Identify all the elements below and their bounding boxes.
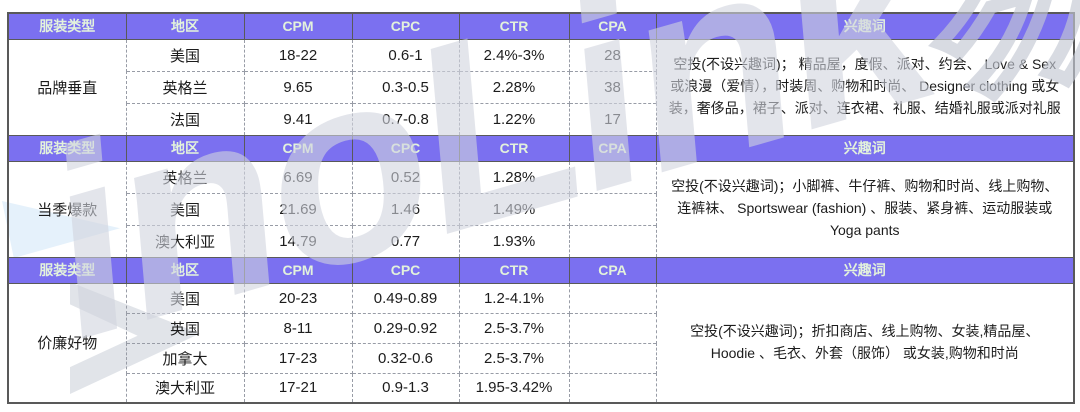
cell-interest-words: 空投(不设兴趣词)；折扣商店、线上购物、女装,精品屋、 Hoodie 、毛衣、外… bbox=[655, 282, 1075, 404]
cell-ctr: 1.93% bbox=[458, 224, 570, 258]
table-row: 当季爆款 英格兰 6.69 0.52 1.28% 空投(不设兴趣词)；小脚裤、牛… bbox=[7, 160, 1075, 258]
cell-cpa bbox=[568, 342, 657, 374]
cell-ctr: 2.5-3.7% bbox=[458, 342, 570, 374]
cell-region: 法国 bbox=[125, 102, 245, 136]
col-header-ctr: CTR bbox=[458, 256, 570, 284]
table-row: 英国 8-11 0.29-0.92 2.5-3.7% bbox=[8, 312, 1074, 344]
cell-clothing-type: 当季爆款 bbox=[7, 160, 127, 258]
cell-cpc: 0.9-1.3 bbox=[351, 372, 460, 404]
cell-cpm: 9.65 bbox=[243, 70, 353, 104]
cell-region: 英国 bbox=[125, 312, 245, 344]
group3-header-row: 服装类型 地区 CPM CPC CTR CPA 兴趣词 bbox=[7, 256, 1075, 284]
cell-cpm: 20-23 bbox=[243, 282, 353, 314]
cell-cpm: 17-21 bbox=[243, 372, 353, 404]
col-header-cpa: CPA bbox=[568, 134, 657, 162]
col-header-region: 地区 bbox=[125, 256, 245, 284]
cell-cpc: 0.7-0.8 bbox=[351, 102, 460, 136]
cell-cpc: 0.77 bbox=[351, 224, 460, 258]
cell-clothing-type: 价廉好物 bbox=[7, 282, 127, 404]
cell-cpc: 1.46 bbox=[351, 192, 460, 226]
cell-cpa bbox=[568, 372, 657, 404]
cell-cpm: 21.69 bbox=[243, 192, 353, 226]
cell-interest-words: 空投(不设兴趣词)；小脚裤、牛仔裤、购物和时尚、线上购物、连裤袜、 Sports… bbox=[655, 160, 1075, 258]
group2-header-row: 服装类型 地区 CPM CPC CTR CPA 兴趣词 bbox=[7, 134, 1075, 162]
cell-ctr: 2.5-3.7% bbox=[458, 312, 570, 344]
col-header-ctr: CTR bbox=[458, 134, 570, 162]
cell-ctr: 1.2-4.1% bbox=[458, 282, 570, 314]
cell-cpc: 0.49-0.89 bbox=[351, 282, 460, 314]
col-header-interest-words: 兴趣词 bbox=[655, 12, 1075, 40]
table-row: 品牌垂直 美国 18-22 0.6-1 2.4%-3% 28 空投(不设兴趣词)… bbox=[7, 38, 1075, 136]
cell-cpc: 0.52 bbox=[351, 160, 460, 194]
cell-ctr: 1.28% bbox=[458, 160, 570, 194]
cell-ctr: 1.22% bbox=[458, 102, 570, 136]
cell-region: 英格兰 bbox=[125, 70, 245, 104]
cell-region: 美国 bbox=[125, 192, 245, 226]
cell-cpc: 0.32-0.6 bbox=[351, 342, 460, 374]
cell-ctr: 2.28% bbox=[458, 70, 570, 104]
ad-metrics-table: 服装类型 地区 CPM CPC CTR CPA 兴趣词 品牌垂直 美国 18-2… bbox=[7, 12, 1075, 404]
cell-cpm: 9.41 bbox=[243, 102, 353, 136]
col-header-cpm: CPM bbox=[243, 12, 353, 40]
cell-cpa bbox=[568, 160, 657, 194]
col-header-cpc: CPC bbox=[351, 256, 460, 284]
col-header-interest-words: 兴趣词 bbox=[655, 256, 1075, 284]
table-row: 价廉好物 美国 20-23 0.49-0.89 1.2-4.1% 空投(不设兴趣… bbox=[7, 282, 1075, 404]
col-header-cpc: CPC bbox=[351, 12, 460, 40]
cell-region: 澳大利亚 bbox=[125, 372, 245, 404]
cell-cpa: 38 bbox=[568, 70, 657, 104]
col-header-cpm: CPM bbox=[243, 134, 353, 162]
table-row: 英格兰 9.65 0.3-0.5 2.28% 38 bbox=[8, 70, 1074, 104]
cell-cpm: 8-11 bbox=[243, 312, 353, 344]
col-header-interest-words: 兴趣词 bbox=[655, 134, 1075, 162]
cell-region: 美国 bbox=[125, 282, 245, 314]
col-header-cpa: CPA bbox=[568, 12, 657, 40]
cell-cpa bbox=[568, 224, 657, 258]
cell-cpa bbox=[568, 312, 657, 344]
table-row: 澳大利亚 17-21 0.9-1.3 1.95-3.42% bbox=[8, 372, 1074, 404]
cell-region: 澳大利亚 bbox=[125, 224, 245, 258]
cell-region: 加拿大 bbox=[125, 342, 245, 374]
col-header-cpa: CPA bbox=[568, 256, 657, 284]
table-row: 法国 9.41 0.7-0.8 1.22% 17 bbox=[8, 102, 1074, 136]
cell-cpc: 0.6-1 bbox=[351, 38, 460, 72]
col-header-clothing-type: 服装类型 bbox=[7, 256, 127, 284]
col-header-clothing-type: 服装类型 bbox=[7, 134, 127, 162]
cell-cpc: 0.3-0.5 bbox=[351, 70, 460, 104]
cell-cpa bbox=[568, 192, 657, 226]
col-header-cpc: CPC bbox=[351, 134, 460, 162]
cell-region: 美国 bbox=[125, 38, 245, 72]
cell-cpm: 17-23 bbox=[243, 342, 353, 374]
cell-cpa bbox=[568, 282, 657, 314]
cell-region: 英格兰 bbox=[125, 160, 245, 194]
cell-ctr: 1.95-3.42% bbox=[458, 372, 570, 404]
cell-ctr: 1.49% bbox=[458, 192, 570, 226]
col-header-clothing-type: 服装类型 bbox=[7, 12, 127, 40]
col-header-region: 地区 bbox=[125, 12, 245, 40]
col-header-region: 地区 bbox=[125, 134, 245, 162]
cell-cpm: 6.69 bbox=[243, 160, 353, 194]
cell-cpc: 0.29-0.92 bbox=[351, 312, 460, 344]
col-header-ctr: CTR bbox=[458, 12, 570, 40]
table-row: 美国 21.69 1.46 1.49% bbox=[8, 192, 1074, 226]
cell-clothing-type: 品牌垂直 bbox=[7, 38, 127, 136]
cell-cpm: 14.79 bbox=[243, 224, 353, 258]
table-row: 加拿大 17-23 0.32-0.6 2.5-3.7% bbox=[8, 342, 1074, 374]
cell-ctr: 2.4%-3% bbox=[458, 38, 570, 72]
col-header-cpm: CPM bbox=[243, 256, 353, 284]
cell-interest-words: 空投(不设兴趣词)； 精品屋，度假、派对、约会、 Love & Sex 或浪漫（… bbox=[655, 38, 1075, 136]
cell-cpm: 18-22 bbox=[243, 38, 353, 72]
cell-cpa: 28 bbox=[568, 38, 657, 72]
group1-header-row: 服装类型 地区 CPM CPC CTR CPA 兴趣词 bbox=[7, 12, 1075, 40]
cell-cpa: 17 bbox=[568, 102, 657, 136]
